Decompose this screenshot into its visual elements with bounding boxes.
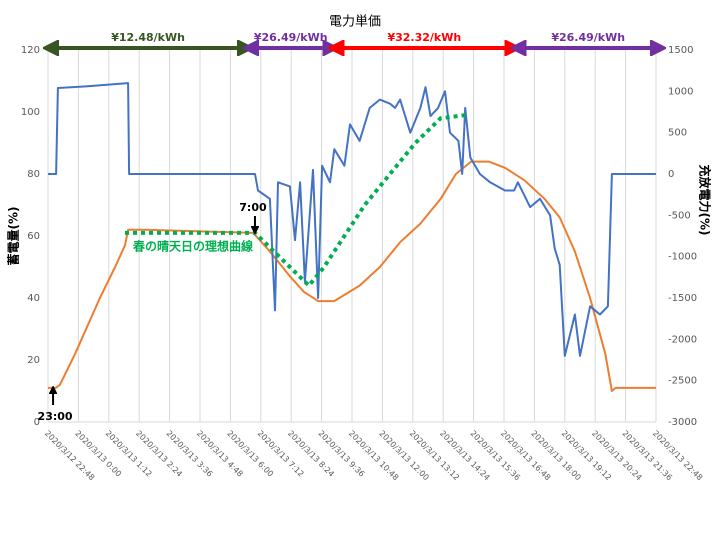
y-axis-title: 蓄電量(%): [6, 207, 21, 266]
y2-tick-label: 1500: [668, 45, 693, 56]
y2-tick-label: -3000: [668, 417, 697, 428]
series-line: [48, 160, 656, 392]
y2-tick-label: -2500: [668, 376, 697, 387]
series-line: [48, 82, 656, 357]
annotation: 7:00: [239, 201, 267, 214]
y2-tick-label: 0: [668, 169, 674, 180]
price-band-label: ¥26.49/kWh: [254, 31, 328, 44]
y2-tick-label: -1000: [668, 252, 697, 263]
y-tick-label: 20: [27, 355, 40, 366]
price-band-label: ¥32.32/kWh: [387, 31, 461, 44]
y2-tick-label: 500: [668, 128, 687, 139]
y2-tick-label: -2000: [668, 334, 697, 345]
y-tick-label: 60: [27, 231, 40, 242]
y-tick-label: 80: [27, 169, 40, 180]
y2-tick-label: 1000: [668, 86, 693, 97]
y2-tick-label: -1500: [668, 293, 697, 304]
price-band-label: ¥12.48/kWh: [111, 31, 185, 44]
y-tick-label: 0: [34, 417, 40, 428]
y2-tick-label: -500: [668, 210, 691, 221]
price-band-label: ¥26.49/kWh: [551, 31, 625, 44]
series-label: 春の晴天日の理想曲線: [132, 238, 253, 253]
series-line: [125, 113, 467, 288]
y-tick-label: 120: [21, 45, 40, 56]
annotation: 23:00: [38, 410, 73, 423]
y-tick-label: 40: [27, 293, 40, 304]
chart-title: 電力単価: [329, 14, 381, 30]
x-tick-label: 2020/3/13 22:48: [651, 429, 704, 482]
y2-axis-title: 充放電力(%): [698, 165, 713, 236]
y-tick-label: 100: [21, 107, 40, 118]
